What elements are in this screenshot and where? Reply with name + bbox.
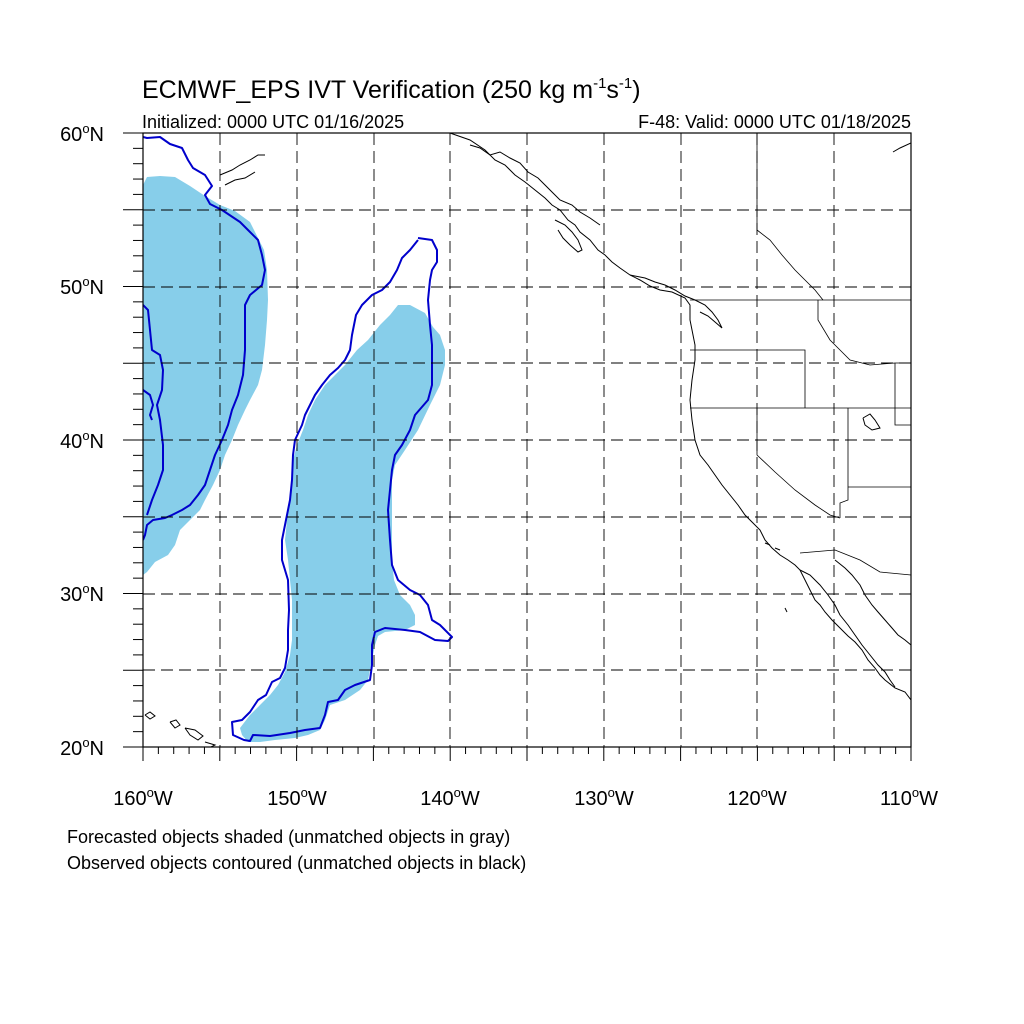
- longitude-labels: 160oW 150oW 140oW 130oW 120oW 110oW: [113, 785, 938, 810]
- coastlines: [144, 133, 911, 747]
- lon-label-160: 160oW: [113, 785, 173, 810]
- lon-label-120: 120oW: [727, 785, 787, 810]
- map-title: ECMWF_EPS IVT Verification (250 kg m-1s-…: [142, 75, 641, 104]
- latitude-labels: 60oN 50oN 40oN 30oN 20oN: [60, 121, 104, 760]
- observed-object-north-edge: [143, 136, 266, 541]
- lat-label-40: 40oN: [60, 428, 104, 453]
- lon-label-110: 110oW: [880, 785, 938, 810]
- map-area: [123, 132, 912, 761]
- forecast-object-west: [143, 176, 268, 575]
- lat-label-30: 30oN: [60, 581, 104, 606]
- valid-label: F-48: Valid: 0000 UTC 01/18/2025: [638, 112, 911, 132]
- forecast-note: Forecasted objects shaded (unmatched obj…: [67, 827, 510, 847]
- forecast-object-central: [240, 305, 445, 742]
- lat-label-60: 60oN: [60, 121, 104, 146]
- lon-label-130: 130oW: [574, 785, 634, 810]
- lon-label-140: 140oW: [420, 785, 480, 810]
- lat-label-50: 50oN: [60, 274, 104, 299]
- initialized-label: Initialized: 0000 UTC 01/16/2025: [142, 112, 404, 132]
- lat-label-20: 20oN: [60, 735, 104, 760]
- observed-object-west-south: [143, 389, 154, 421]
- axis-ticks: [123, 132, 912, 761]
- observed-object-central: [231, 237, 453, 742]
- lon-label-150: 150oW: [267, 785, 327, 810]
- observed-object-north-edge-lower: [143, 304, 164, 516]
- observed-note: Observed objects contoured (unmatched ob…: [67, 853, 526, 873]
- borders: [690, 133, 911, 576]
- graticule: [143, 133, 911, 747]
